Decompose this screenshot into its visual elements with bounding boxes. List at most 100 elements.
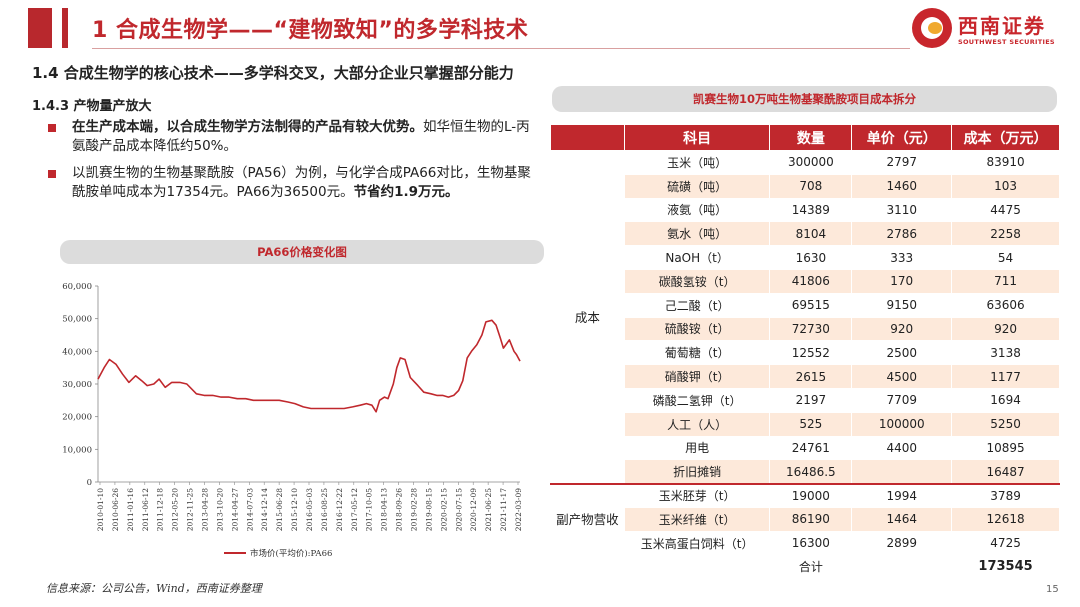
table-cell: 100000: [851, 411, 953, 437]
table-cell: 41806: [769, 268, 853, 294]
table-cell: 12618: [951, 506, 1060, 532]
row-group-label: 副产物营收: [550, 482, 625, 556]
total-label: 合计: [769, 554, 853, 580]
series-line: [97, 319, 521, 413]
slide-title: 1 合成生物学——“建物致知”的多学科技术: [92, 18, 529, 43]
table-row: 人工（人） 525 100000 5250: [551, 411, 1060, 437]
table-row: 玉米纤维（t） 86190 1464 12618: [551, 506, 1060, 532]
table-row: 葡萄糖（t） 12552 2500 3138: [551, 340, 1060, 366]
table-cell: [550, 554, 625, 580]
x-tick-label: 2017-05-12: [350, 488, 359, 531]
table-cell: 1460: [851, 173, 953, 199]
table-cell: 14389: [769, 197, 853, 223]
x-tick-label: 2017-10-05: [365, 488, 374, 531]
table-cell: 2500: [851, 340, 953, 366]
x-tick-label: 2018-09-26: [395, 488, 404, 531]
table-cell: 硫酸铵（t）: [623, 316, 771, 342]
y-tick-label: 30,000: [62, 380, 92, 390]
table-cell: 玉米高蛋白饲料（t）: [623, 530, 771, 556]
table-cell: 9150: [851, 292, 953, 318]
table-cell: [851, 459, 953, 485]
table-cell: 碳酸氢铵（t）: [623, 268, 771, 294]
legend-label: 市场价(平均价):PA66: [250, 548, 332, 559]
table-cell: 300000: [769, 150, 853, 175]
x-tick-label: 2010-06-26: [111, 488, 120, 531]
table-total-row: 合计 173545: [550, 554, 1060, 580]
table-row: 磷酸二氢钾（t） 2197 7709 1694: [551, 387, 1060, 413]
logo-english-name: SOUTHWEST SECURITIES: [958, 38, 1055, 46]
table-row: 液氨（吨） 14389 3110 4475: [551, 197, 1060, 223]
x-tick-label: 2015-12-10: [290, 488, 299, 531]
table-cell: 7709: [851, 387, 953, 413]
x-tick-label: 2021-06-25: [484, 488, 493, 531]
x-tick-label: 2014-12-14: [260, 488, 269, 531]
bullet-item: 在生产成本端，以合成生物学方法制得的产品有较大优势。如华恒生物的L-丙氨酸产品成…: [46, 118, 542, 156]
x-tick-label: 2013-10-20: [215, 488, 224, 531]
x-tick-label: 2020-02-15: [439, 488, 448, 531]
slide-header: 1 合成生物学——“建物致知”的多学科技术: [0, 0, 1080, 56]
table-cell: 2786: [851, 221, 953, 247]
x-tick-label: 2019-02-28: [410, 488, 419, 531]
table-cell: 54: [951, 245, 1060, 270]
table-row: 硝酸钾（t） 2615 4500 1177: [551, 364, 1060, 389]
x-tick-label: 2021-11-17: [499, 488, 508, 531]
table-cell: 4400: [851, 435, 953, 461]
table-cell: 2797: [851, 150, 953, 175]
table-cell: 2615: [769, 364, 853, 389]
bullet-list: 在生产成本端，以合成生物学方法制得的产品有较大优势。如华恒生物的L-丙氨酸产品成…: [46, 118, 542, 210]
table-header-row: 科目 数量 单价（元） 成本（万元）: [550, 124, 1060, 151]
x-tick-label: 2015-06-28: [275, 488, 284, 531]
bullet-text: 以凯赛生物的生物基聚酰胺（PA56）为例，与化学合成PA66对比，生物基聚酰胺单…: [72, 165, 531, 200]
header-accent-block: [28, 8, 52, 48]
table-cell: 920: [851, 316, 953, 342]
table-cell: 用电: [623, 435, 771, 461]
table-cell: [851, 554, 953, 580]
table-cell: 3138: [951, 340, 1060, 366]
table-cell: 4475: [951, 197, 1060, 223]
southwest-securities-logo: 西南证券 SOUTHWEST SECURITIES: [912, 6, 1062, 52]
section-heading: 1.4.3 产物量产放大: [32, 99, 152, 114]
x-tick-label: 2014-07-03: [245, 488, 254, 531]
x-tick-label: 2011-01-16: [126, 488, 135, 531]
table-cell: 12552: [769, 340, 853, 366]
table-header-cell: 科目: [623, 124, 771, 151]
table-cell: [623, 554, 771, 580]
table-cell: 磷酸二氢钾（t）: [623, 387, 771, 413]
table-cell: 液氨（吨）: [623, 197, 771, 223]
table-row: 己二酸（t） 69515 9150 63606: [551, 292, 1060, 318]
table-cell: 16486.5: [769, 459, 853, 485]
bullet-text: 如华恒生物的L-丙氨酸产品成本降低约50%。: [72, 119, 530, 154]
table-row: 氨水（吨） 8104 2786 2258: [551, 221, 1060, 247]
x-tick-label: 2016-08-25: [320, 488, 329, 531]
table-cell: 24761: [769, 435, 853, 461]
table-row: 硫磺（吨） 708 1460 103: [551, 173, 1060, 199]
table-cell: 人工（人）: [623, 411, 771, 437]
table-cell: 708: [769, 173, 853, 199]
y-tick-label: 10,000: [62, 445, 92, 455]
x-tick-label: 2010-01-10: [96, 488, 105, 531]
total-value: 173545: [951, 554, 1060, 580]
table-cell: 玉米胚芽（t）: [623, 482, 771, 508]
logo-mark-icon: [912, 8, 952, 48]
table-cell: 葡萄糖（t）: [623, 340, 771, 366]
table-cell: 525: [769, 411, 853, 437]
table-cell: 711: [951, 268, 1060, 294]
x-tick-label: 2022-03-09: [514, 488, 523, 531]
table-header-cell: 单价（元）: [851, 124, 953, 151]
logo-name: 西南证券: [958, 14, 1046, 38]
table-row: 成本 玉米（吨） 300000 2797 83910: [550, 149, 1060, 485]
table-cell: 333: [851, 245, 953, 270]
table-row: 玉米高蛋白饲料（t） 16300 2899 4725: [551, 530, 1060, 556]
table-cell: 2899: [851, 530, 953, 556]
table-cell: 4500: [851, 364, 953, 389]
table-cell: 16487: [951, 459, 1060, 485]
cost-breakdown-table: 科目 数量 单价（元） 成本（万元） 成本 玉米（吨） 300000 2797 8391…: [550, 124, 1060, 580]
table-cell: 2258: [951, 221, 1060, 247]
pa66-price-chart: 0 10,000 20,000 30,000 40,000 50,000 60,000 201…: [62, 282, 523, 559]
table-row: NaOH（t） 1630 333 54: [551, 245, 1060, 270]
x-tick-label: 2012-05-20: [171, 488, 180, 531]
table-header-blank: [550, 124, 625, 151]
table-cell: 63606: [951, 292, 1060, 318]
table-cell: 折旧摊销: [623, 459, 771, 485]
table-cell: 170: [851, 268, 953, 294]
